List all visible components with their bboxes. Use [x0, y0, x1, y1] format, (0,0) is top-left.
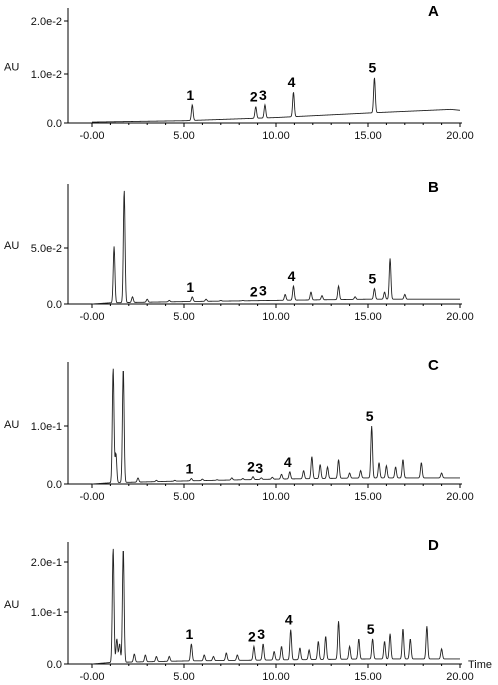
peak-label: 3 [259, 87, 267, 103]
y-tick-label: 5.0e-2 [31, 243, 62, 255]
x-tick-label: 20.00 [446, 491, 474, 503]
x-tick-label: 15.00 [354, 130, 382, 142]
peak-label: 1 [186, 279, 194, 295]
y-tick-label: 0.0 [47, 118, 62, 130]
peak-label: 4 [284, 454, 292, 470]
y-axis-label: AU [4, 599, 19, 611]
x-tick-label: 20.00 [446, 311, 474, 323]
peak-label: 1 [185, 626, 193, 642]
chromatogram-trace [92, 77, 461, 123]
panel-letter: B [428, 179, 439, 196]
x-tick-label: 15.00 [354, 311, 382, 323]
x-tick-label: 15.00 [354, 491, 382, 503]
y-tick-label: 1.0e-1 [31, 421, 62, 433]
peak-label: 3 [255, 460, 263, 476]
panel-letter: A [428, 3, 439, 20]
y-tick-label: 2.0e-2 [31, 16, 62, 28]
x-tick-label: 10.00 [262, 671, 290, 683]
x-tick-label: 5.00 [173, 671, 194, 683]
y-axis-label: AU [4, 240, 19, 252]
panel-a: -0.00 5.00 10.00 15.00 20.00 0.0 1.0e-2 2.0e-2 A… [4, 3, 474, 142]
peak-label: 2 [250, 89, 258, 105]
y-axis-label: AU [4, 62, 19, 74]
x-tick-label: -0.00 [79, 311, 104, 323]
peak-label: 5 [369, 60, 377, 76]
y-tick-label: 0.0 [47, 479, 62, 491]
panel-letter: D [428, 537, 439, 554]
panel-b: -0.00 5.00 10.00 15.00 20.00 0.0 5.0e-2 AU B 1 2 3 4… [4, 179, 474, 323]
x-tick-label: 5.00 [173, 491, 194, 503]
x-tick-label: 5.00 [173, 130, 194, 142]
peak-label: 3 [257, 626, 265, 642]
peak-label: 4 [285, 612, 293, 628]
y-tick-label: 1.0e-2 [31, 69, 62, 81]
x-tick-label: 15.00 [354, 671, 382, 683]
panel-c: -0.00 5.00 10.00 15.00 20.00 0.0 1.0e-1 AU C 1 2 3 4… [4, 357, 474, 503]
y-tick-label: 0.0 [47, 659, 62, 671]
x-tick-label: 10.00 [262, 491, 290, 503]
x-tick-label: 10.00 [262, 311, 290, 323]
peak-label: 3 [259, 282, 267, 298]
peak-label: 5 [369, 270, 377, 286]
x-tick-label: -0.00 [79, 130, 104, 142]
x-tick-label: 10.00 [262, 130, 290, 142]
peak-label: 2 [248, 628, 256, 644]
peak-label: 5 [367, 621, 375, 637]
y-tick-label: 1.0e-1 [31, 607, 62, 619]
peak-label: 5 [366, 408, 374, 424]
x-tick-label: 20.00 [446, 130, 474, 142]
y-tick-label: 2.0e-1 [31, 557, 62, 569]
peak-label: 2 [247, 459, 255, 475]
y-axis-label: AU [4, 419, 19, 431]
chromatogram-trace [91, 548, 460, 665]
peak-label: 1 [186, 87, 194, 103]
panel-d: -0.00 5.00 10.00 15.00 20.00 0.0 1.0e-1 2.0e-1 A… [4, 537, 492, 683]
peak-label: 1 [185, 461, 193, 477]
x-tick-label: 20.00 [446, 671, 474, 683]
x-tick-label: -0.00 [79, 671, 104, 683]
x-axis-label: Time [468, 659, 492, 671]
chromatogram-trace [91, 190, 460, 305]
peak-label: 2 [250, 284, 258, 300]
x-tick-label: -0.00 [79, 491, 104, 503]
peak-label: 4 [288, 74, 296, 90]
y-tick-label: 0.0 [47, 299, 62, 311]
peak-label: 4 [288, 268, 296, 284]
chromatogram-trace [91, 368, 460, 485]
x-tick-label: 5.00 [173, 311, 194, 323]
panel-letter: C [428, 357, 439, 374]
